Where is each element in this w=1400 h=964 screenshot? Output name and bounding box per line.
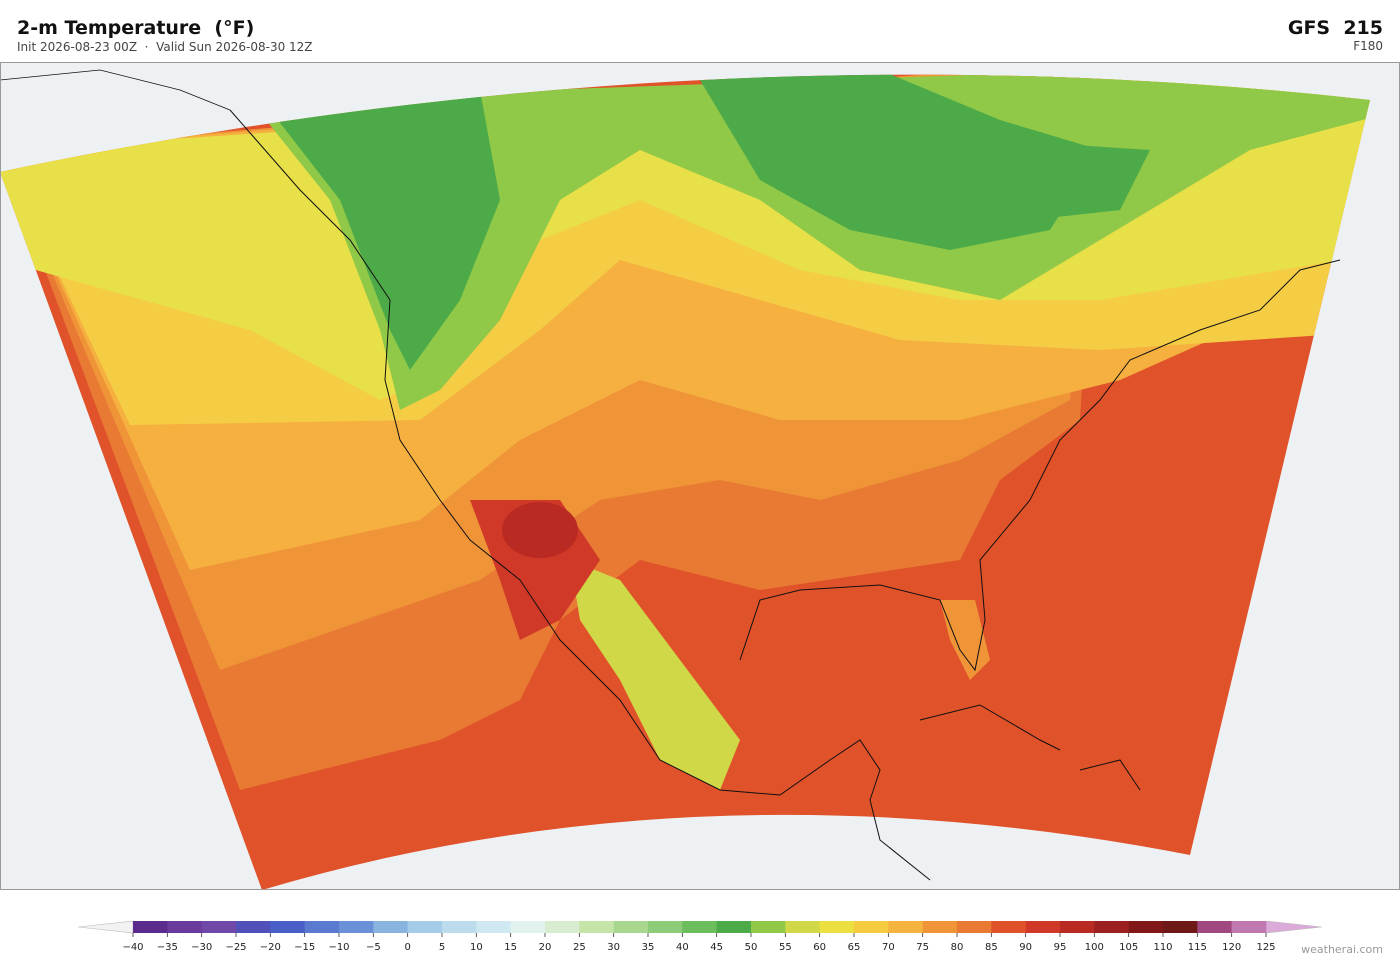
- coastline: [739, 259, 1341, 672]
- colorbar-segment: [888, 921, 923, 933]
- colorbar-segment: [1094, 921, 1129, 933]
- colorbar-segment: [407, 921, 443, 933]
- colorbar-tick-label: −40: [122, 942, 143, 953]
- colorbar-segment: [648, 921, 683, 933]
- colorbar-segment: [1128, 921, 1164, 933]
- watermark: weatherai.com: [1301, 943, 1383, 956]
- colorbar-segment: [1197, 921, 1232, 933]
- colorbar-segment: [922, 921, 958, 933]
- colorbar-tick-label: 75: [916, 942, 929, 953]
- colorbar-segment: [1163, 921, 1198, 933]
- colorbar-segment: [201, 921, 237, 933]
- colorbar-tick-label: 25: [573, 942, 586, 953]
- colorbar-tick-label: 55: [779, 942, 792, 953]
- colorbar-segment: [476, 921, 511, 933]
- colorbar-tick-label: 90: [1019, 942, 1032, 953]
- colorbar-segment: [682, 921, 717, 933]
- colorbar-segment: [716, 921, 752, 933]
- colorbar-tick-label: 60: [813, 942, 826, 953]
- colorbar-tick-label: 80: [951, 942, 964, 953]
- colorbar-segment: [991, 921, 1026, 933]
- colorbar-segment: [304, 921, 340, 933]
- colorbar-tick-label: 110: [1153, 942, 1172, 953]
- colorbar-tick-label: 15: [504, 942, 517, 953]
- colorbar-tick-label: 115: [1188, 942, 1207, 953]
- colorbar-tick-label: 30: [607, 942, 620, 953]
- colorbar-tick-label: 5: [439, 942, 445, 953]
- colorbar-segment: [339, 921, 374, 933]
- colorbar-extend-under: [77, 920, 134, 934]
- colorbar-tick-label: 95: [1054, 942, 1067, 953]
- colorbar-segment: [373, 921, 408, 933]
- colorbar-segment: [957, 921, 992, 933]
- colorbar-tick-label: −25: [225, 942, 246, 953]
- colorbar-tick-label: −10: [328, 942, 349, 953]
- colorbar-segment: [579, 921, 614, 933]
- colorbar-tick-label: −35: [157, 942, 178, 953]
- forecast-hour: F180: [1353, 39, 1383, 53]
- colorbar-tick-label: 125: [1256, 942, 1275, 953]
- colorbar-tick-label: −5: [366, 942, 381, 953]
- colorbar-tick-label: 10: [470, 942, 483, 953]
- colorbar-segment: [819, 921, 855, 933]
- title: 2-m Temperature (°F): [17, 17, 254, 39]
- colorbar-tick-label: 65: [848, 942, 861, 953]
- colorbar-tick-label: −20: [260, 942, 281, 953]
- colorbar-segment: [442, 921, 477, 933]
- colorbar-segment: [1025, 921, 1061, 933]
- colorbar-extend-over: [1265, 920, 1323, 934]
- colorbar-segment: [236, 921, 271, 933]
- model: GFS 215: [1288, 17, 1383, 39]
- colorbar-tick-label: 0: [404, 942, 410, 953]
- colorbar-tick-label: 70: [882, 942, 895, 953]
- subtitle: Init 2026-08-23 00Z · Valid Sun 2026-08-…: [17, 40, 313, 54]
- colorbar-segment: [854, 921, 889, 933]
- map: [0, 62, 1400, 890]
- colorbar-tick-label: −30: [191, 942, 212, 953]
- coastline: [229, 109, 931, 881]
- colorbar-tick-label: 85: [985, 942, 998, 953]
- colorbar-tick-label: 35: [642, 942, 655, 953]
- colorbar-tick-label: 40: [676, 942, 689, 953]
- colorbar: −40 −35 −30 −25 −20 −15 −10 −5 0 5 10 15 20 25 30 35 40 4…: [77, 920, 1323, 953]
- colorbar-tick-label: 105: [1119, 942, 1138, 953]
- colorbar-segment: [510, 921, 546, 933]
- colorbar-tick-label: 20: [539, 942, 552, 953]
- colorbar-tick-label: −15: [294, 942, 315, 953]
- colorbar-segment: [1060, 921, 1095, 933]
- colorbar-segment: [613, 921, 649, 933]
- colorbar-tick-label: 50: [745, 942, 758, 953]
- colorbar-tick-label: 45: [710, 942, 723, 953]
- colorbar-segment: [785, 921, 820, 933]
- colorbar-segment: [133, 921, 168, 933]
- coastline: [0, 69, 231, 111]
- temperature-field: [0, 74, 1370, 890]
- colorbar-segment: [1231, 921, 1267, 933]
- coastline: [919, 704, 1141, 791]
- colorbar-segment: [545, 921, 580, 933]
- colorbar-segment: [167, 921, 202, 933]
- colorbar-segment: [751, 921, 786, 933]
- colorbar-segment: [270, 921, 305, 933]
- colorbar-tick-label: 120: [1222, 942, 1241, 953]
- colorbar-tick-label: 100: [1085, 942, 1104, 953]
